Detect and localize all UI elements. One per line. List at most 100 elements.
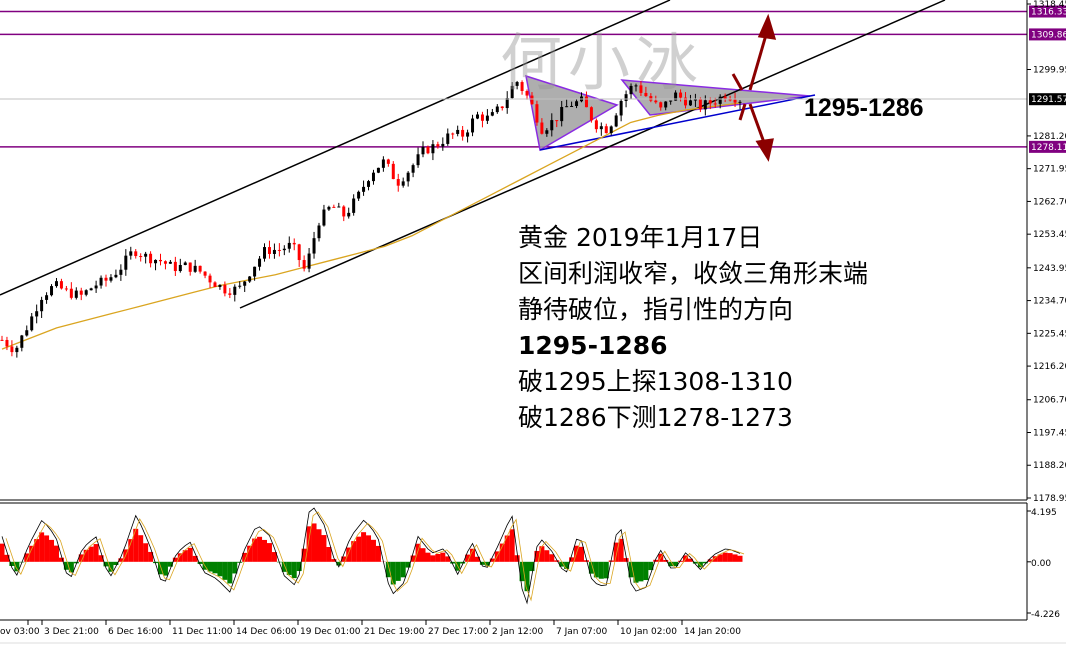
candle-body	[713, 103, 717, 105]
note-line: 破1295上探1308-1310	[518, 367, 793, 396]
candle-body	[248, 276, 252, 282]
direction-arrows	[731, 13, 777, 162]
osc-tick-label: -4.226	[1031, 610, 1060, 620]
time-tick-label: 21 Dec 19:00	[364, 627, 425, 637]
candle-body	[327, 206, 331, 210]
candle-body	[728, 99, 732, 101]
watermark: 何小冰	[500, 26, 705, 99]
osc-signal-line	[1, 507, 741, 605]
level-label: 1316.33	[1031, 8, 1066, 18]
channel-lower-line	[239, 0, 946, 309]
candle-body	[461, 129, 465, 137]
candle-body	[332, 206, 336, 208]
price-tick-label: 1318.45	[1033, 0, 1066, 10]
candle-body	[411, 165, 415, 173]
candle-body	[669, 100, 673, 102]
price-axis: 1318.45 1299.95 1281.20 1271.95 1262.70 1253.…	[1027, 0, 1066, 504]
candle-body	[59, 281, 63, 289]
time-tick-label: 3 Dec 21:00	[44, 627, 99, 637]
candle-body	[15, 347, 19, 353]
note-line: 1295-1286	[518, 331, 668, 360]
oscillator-panel: 4.195 0.00 -4.226	[0, 507, 1060, 620]
candle-body	[94, 285, 98, 289]
candle-body	[193, 265, 197, 272]
candle-body	[228, 293, 232, 295]
candle-body	[183, 262, 187, 266]
candle-body	[594, 120, 598, 130]
analysis-note: 黄金 2019年1月17日 区间利润收窄，收敛三角形末端 静待破位，指引性的方向…	[518, 220, 868, 436]
candle-body	[589, 107, 593, 121]
candle-body	[337, 206, 341, 208]
candle-body	[540, 122, 544, 134]
osc-tick-label: 0.00	[1031, 559, 1051, 569]
candle-body	[495, 106, 499, 113]
time-tick-label: 2 Jan 12:00	[492, 627, 544, 637]
candle-body	[421, 146, 425, 155]
candle-body	[158, 259, 162, 262]
candle-body	[163, 261, 167, 264]
candle-body	[505, 98, 509, 109]
candle-body	[545, 130, 549, 134]
candle-body	[584, 96, 588, 108]
candle-body	[560, 107, 564, 122]
candle-body	[490, 112, 494, 116]
candle-body	[282, 248, 286, 251]
candle-body	[693, 99, 697, 101]
candle-body	[307, 253, 311, 269]
candle-body	[233, 286, 237, 295]
level-badge	[1029, 28, 1066, 41]
price-tick-label: 1262.70	[1033, 197, 1066, 207]
candle-body	[287, 242, 291, 249]
time-tick-label: 14 Dec 06:00	[236, 627, 297, 637]
candle-body	[302, 260, 306, 269]
candle-body	[614, 115, 618, 127]
candle-body	[679, 92, 683, 98]
time-axis: ov 03:00 3 Dec 21:00 6 Dec 16:00 11 Dec 11:…	[0, 620, 741, 637]
candle-body	[565, 106, 569, 108]
time-tick-label: 6 Dec 16:00	[108, 627, 163, 637]
candle-body	[272, 249, 276, 254]
candle-body	[703, 100, 707, 110]
candle-body	[471, 118, 475, 133]
candle-body	[149, 253, 153, 264]
candle-body	[649, 96, 653, 101]
support-line	[539, 94, 816, 151]
candle-body	[644, 92, 648, 97]
time-tick-label: 19 Dec 01:00	[300, 627, 361, 637]
candle-body	[441, 143, 445, 147]
candle-body	[708, 100, 712, 104]
candle-body	[84, 290, 88, 295]
candle-body	[609, 126, 613, 134]
candle-body	[654, 100, 658, 103]
time-tick-label: 10 Jan 02:00	[620, 627, 677, 637]
candle-body	[357, 191, 361, 199]
price-tick-label: 1216.20	[1033, 362, 1066, 372]
candle-body	[263, 247, 267, 259]
level-badge	[1029, 140, 1066, 153]
price-tick-label: 1299.95	[1033, 66, 1066, 76]
candle-body	[347, 212, 351, 217]
candle-body	[20, 335, 24, 348]
price-tick-label: 1197.45	[1033, 428, 1066, 438]
note-line: 区间利润收窄，收敛三角形末端	[518, 259, 869, 288]
candle-body	[10, 346, 14, 353]
candle-body	[733, 99, 737, 103]
candle-body	[570, 105, 574, 107]
current-price-badge	[1029, 93, 1066, 106]
candle-body	[391, 163, 395, 180]
candle-body	[25, 330, 29, 336]
horizontal-levels: 1316.33 1309.86 1278.11	[0, 5, 1066, 153]
candle-body	[555, 120, 559, 122]
candle-body	[362, 186, 366, 192]
time-tick-label: ov 03:00	[0, 627, 40, 637]
candle-body	[322, 209, 326, 226]
candle-body	[168, 261, 172, 264]
candle-body	[258, 258, 262, 267]
candle-body	[238, 285, 242, 287]
price-tick-label: 1234.70	[1033, 297, 1066, 307]
candle-body	[79, 290, 83, 295]
note-line: 黄金 2019年1月17日	[518, 223, 763, 252]
candle-body	[451, 133, 455, 135]
candle-body	[416, 154, 420, 166]
